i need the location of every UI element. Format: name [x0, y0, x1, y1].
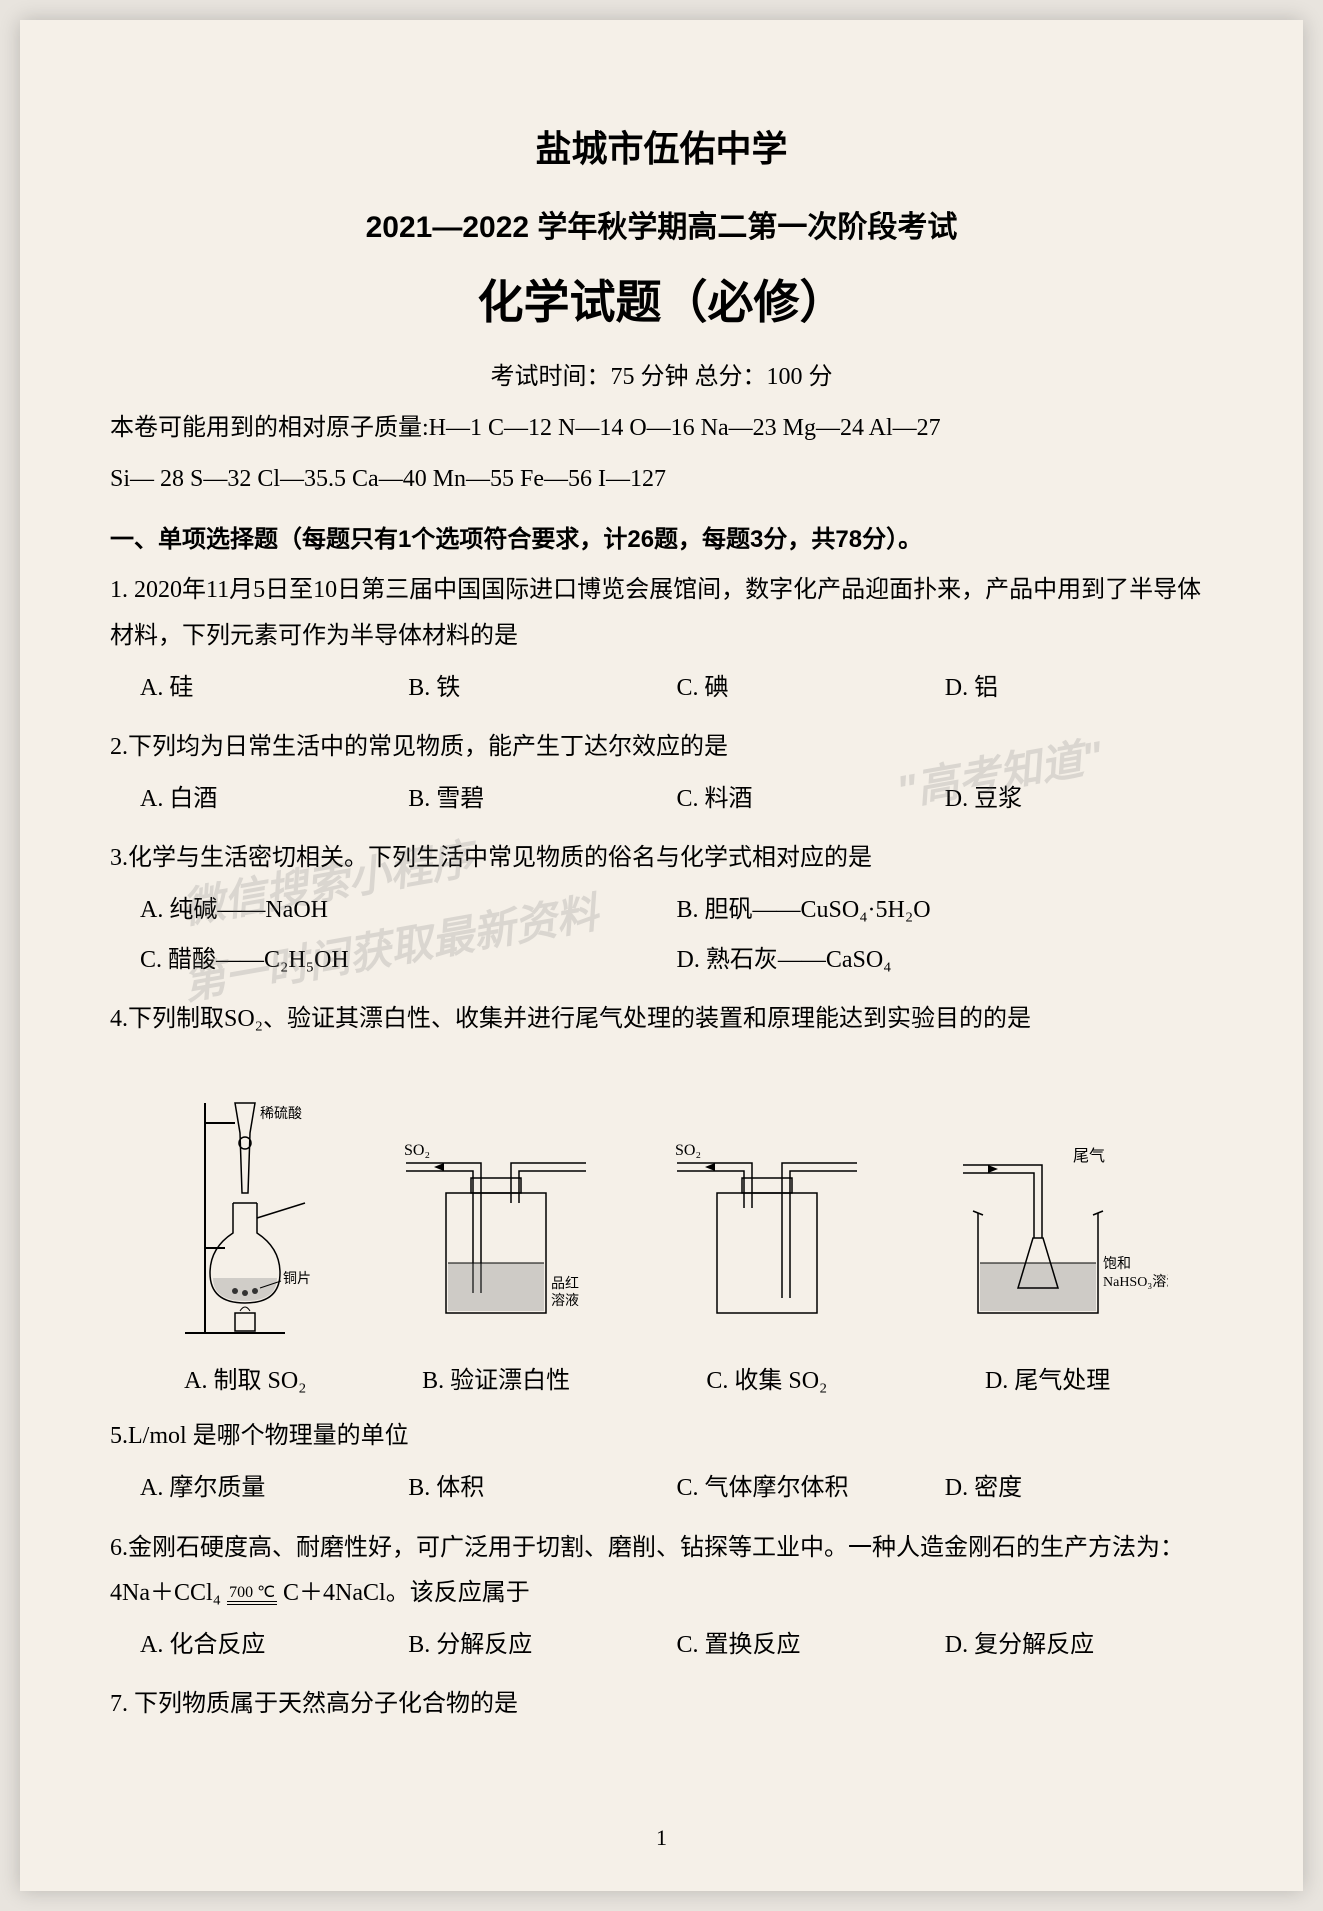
diagram-a-svg: 稀硫酸 铜片: [155, 1073, 335, 1343]
diagram-b: SO₂ 品红 溶液 B. 验证漂白性: [386, 1123, 606, 1405]
q2-option-b: B. 雪碧: [408, 777, 676, 823]
school-name: 盐城市伍佑中学: [110, 120, 1213, 172]
q1-option-b: B. 铁: [408, 666, 676, 712]
diagram-b-liquid-label1: 品红: [551, 1276, 579, 1292]
question-2-options: A. 白酒 B. 雪碧 C. 料酒 D. 豆浆: [110, 777, 1213, 827]
diagram-d-svg: 尾气 饱和 NaHSO₃溶液: [928, 1123, 1168, 1343]
question-6-text: 6.金刚石硬度高、耐磨性好，可广泛用于切割、磨削、钻探等工业中。一种人造金刚石的…: [110, 1526, 1213, 1617]
question-6-options: A. 化合反应 B. 分解反应 C. 置换反应 D. 复分解反应: [110, 1623, 1213, 1673]
q1-option-c: C. 碘: [677, 666, 945, 712]
q6-option-a: A. 化合反应: [140, 1623, 408, 1669]
diagram-a: 稀硫酸 铜片 A. 制取 SO₂: [155, 1073, 335, 1405]
section-1-header: 一、单项选择题（每题只有1个选项符合要求，计26题，每题3分，共78分）。: [110, 519, 1213, 554]
subject-title: 化学试题（必修）: [110, 266, 1213, 332]
q4-option-a: A. 制取 SO₂: [184, 1359, 306, 1405]
q5-option-a: A. 摩尔质量: [140, 1466, 408, 1512]
q5-option-c: C. 气体摩尔体积: [677, 1466, 945, 1512]
diagram-c: SO₂ C. 收集 SO₂: [657, 1123, 877, 1405]
diagram-d-liquid-label2: NaHSO₃溶液: [1103, 1274, 1168, 1290]
question-1-text: 1. 2020年11月5日至10日第三届中国国际进口博览会展馆间，数字化产品迎面…: [110, 568, 1213, 659]
question-1: 1. 2020年11月5日至10日第三届中国国际进口博览会展馆间，数字化产品迎面…: [110, 568, 1213, 715]
exam-page: "高考知道" 微信搜索小程序 第一时间获取最新资料 盐城市伍佑中学 2021—2…: [20, 20, 1303, 1891]
question-7-text: 7. 下列物质属于天然高分子化合物的是: [110, 1682, 1213, 1728]
question-1-options: A. 硅 B. 铁 C. 碘 D. 铝: [110, 666, 1213, 716]
q5-option-d: D. 密度: [945, 1466, 1213, 1512]
diagram-b-liquid-label2: 溶液: [551, 1293, 579, 1309]
q5-option-b: B. 体积: [408, 1466, 676, 1512]
diagram-d: 尾气 饱和 NaHSO₃溶液 D. 尾气处理: [928, 1123, 1168, 1405]
diagram-a-label-copper: 铜片: [283, 1271, 311, 1287]
q3-option-d: D. 熟石灰——CaSO₄: [677, 938, 1214, 984]
q3-option-b: B. 胆矾——CuSO₄·5H₂O: [677, 888, 1214, 934]
page-number: 1: [20, 1825, 1303, 1851]
question-3: 3.化学与生活密切相关。下列生活中常见物质的俗名与化学式相对应的是 A. 纯碱—…: [110, 836, 1213, 987]
diagram-c-svg: SO₂: [657, 1123, 877, 1343]
question-4: 4.下列制取SO₂、验证其漂白性、收集并进行尾气处理的装置和原理能达到实验目的的…: [110, 997, 1213, 1404]
q6-option-b: B. 分解反应: [408, 1623, 676, 1669]
question-2: 2.下列均为日常生活中的常见物质，能产生丁达尔效应的是 A. 白酒 B. 雪碧 …: [110, 725, 1213, 826]
diagram-b-svg: SO₂ 品红 溶液: [386, 1123, 606, 1343]
exam-title: 2021—2022 学年秋学期高二第一次阶段考试: [110, 202, 1213, 246]
q6-condition: 700 ℃: [227, 1585, 277, 1601]
q1-option-a: A. 硅: [140, 666, 408, 712]
question-3-options: A. 纯碱——NaOH B. 胆矾——CuSO₄·5H₂O C. 醋酸——C₂H…: [110, 888, 1213, 987]
diagram-row: 稀硫酸 铜片 A. 制取 SO₂: [110, 1073, 1213, 1405]
question-2-text: 2.下列均为日常生活中的常见物质，能产生丁达尔效应的是: [110, 725, 1213, 771]
atomic-mass-line2: Si— 28 S—32 Cl—35.5 Ca—40 Mn—55 Fe—56 I—…: [110, 458, 1213, 501]
diagram-c-so2-label: SO₂: [675, 1142, 701, 1159]
question-7: 7. 下列物质属于天然高分子化合物的是: [110, 1682, 1213, 1728]
question-5: 5.L/mol 是哪个物理量的单位 A. 摩尔质量 B. 体积 C. 气体摩尔体…: [110, 1414, 1213, 1515]
q4-option-b: B. 验证漂白性: [422, 1359, 570, 1405]
q6-option-c: C. 置换反应: [677, 1623, 945, 1669]
diagram-d-liquid-label1: 饱和: [1103, 1256, 1131, 1272]
diagram-b-so2-label: SO₂: [404, 1142, 430, 1159]
atomic-mass-line1: 本卷可能用到的相对原子质量:H—1 C—12 N—14 O—16 Na—23 M…: [110, 407, 1213, 450]
diagram-d-gas-label: 尾气: [1073, 1147, 1105, 1165]
q1-option-d: D. 铝: [945, 666, 1213, 712]
question-5-options: A. 摩尔质量 B. 体积 C. 气体摩尔体积 D. 密度: [110, 1466, 1213, 1516]
q6-text-post: C＋4NaCl。该反应属于: [283, 1580, 530, 1606]
q2-option-a: A. 白酒: [140, 777, 408, 823]
question-4-text: 4.下列制取SO₂、验证其漂白性、收集并进行尾气处理的装置和原理能达到实验目的的…: [110, 997, 1213, 1043]
q3-option-a: A. 纯碱——NaOH: [140, 888, 677, 934]
q2-option-d: D. 豆浆: [945, 777, 1213, 823]
q4-option-d: D. 尾气处理: [985, 1359, 1110, 1405]
question-5-text: 5.L/mol 是哪个物理量的单位: [110, 1414, 1213, 1460]
exam-info: 考试时间：75 分钟 总分：100 分: [110, 356, 1213, 391]
q2-option-c: C. 料酒: [677, 777, 945, 823]
q4-option-c: C. 收集 SO₂: [706, 1359, 827, 1405]
diagram-a-label-acid: 稀硫酸: [260, 1106, 302, 1122]
question-6: 6.金刚石硬度高、耐磨性好，可广泛用于切割、磨削、钻探等工业中。一种人造金刚石的…: [110, 1526, 1213, 1673]
question-3-text: 3.化学与生活密切相关。下列生活中常见物质的俗名与化学式相对应的是: [110, 836, 1213, 882]
q6-option-d: D. 复分解反应: [945, 1623, 1213, 1669]
q3-option-c: C. 醋酸——C₂H₅OH: [140, 938, 677, 984]
